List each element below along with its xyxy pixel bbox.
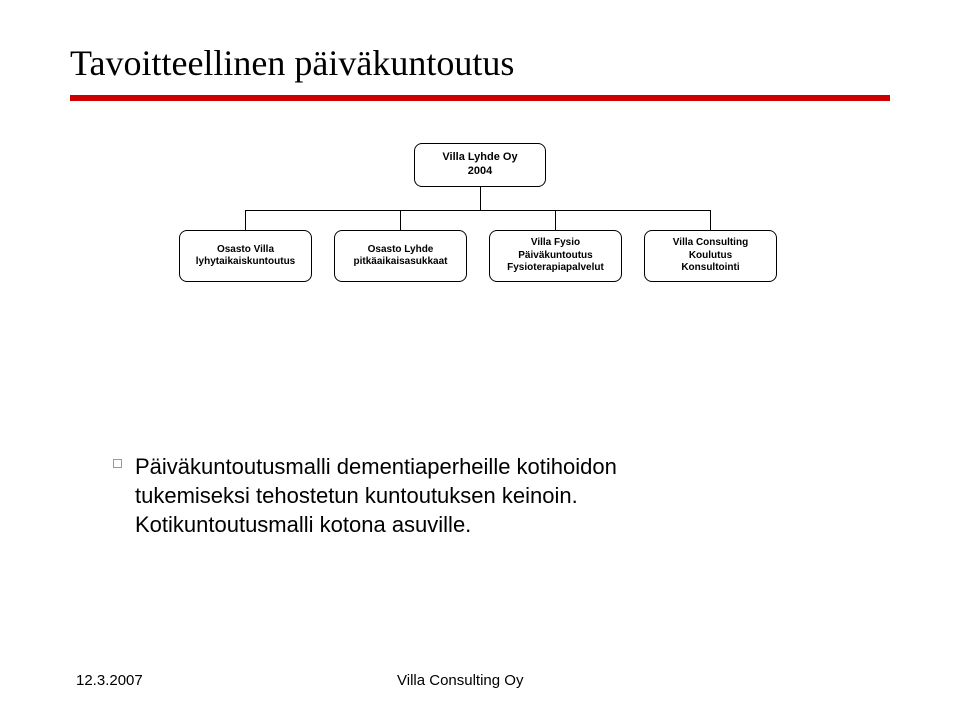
org-connector-line [710,210,711,230]
org-child-box: Villa Fysio PäiväkuntoutusFysioterapiapal… [489,230,622,282]
org-connector-line [245,210,246,230]
org-connector-line [245,210,711,211]
body-bullet [113,459,122,468]
org-child-line: Osasto Villa [217,244,274,255]
org-root-line1: Villa Lyhde Oy [442,151,517,163]
page-title: Tavoitteellinen päiväkuntoutus [70,42,514,84]
org-child-line: Osasto Lyhde [368,244,434,255]
org-child-line: lyhytaikaiskuntoutus [196,256,295,267]
body-text: Päiväkuntoutusmalli dementiaperheille ko… [135,452,617,539]
org-connector-line [400,210,401,230]
footer-company: Villa Consulting Oy [397,672,523,689]
org-child-line: Konsultointi [681,262,739,273]
slide: Tavoitteellinen päiväkuntoutus Villa Lyh… [0,0,960,717]
org-root-box: Villa Lyhde Oy 2004 [414,143,546,187]
title-underline [70,95,890,101]
org-connector-line [480,187,481,210]
body-line: Päiväkuntoutusmalli dementiaperheille ko… [135,452,617,481]
org-connector-line [555,210,556,230]
org-child-box: Osasto Villalyhytaikaiskuntoutus [179,230,312,282]
org-child-box: Osasto Lyhdepitkäaikaisasukkaat [334,230,467,282]
org-child-line: Koulutus [689,250,732,261]
org-root-line2: 2004 [468,165,492,177]
org-child-line: Villa Fysio [531,237,580,248]
body-line: Kotikuntoutusmalli kotona asuville. [135,510,617,539]
body-line: tukemiseksi tehostetun kuntoutuksen kein… [135,481,617,510]
org-child-line: Päiväkuntoutus [518,250,592,261]
footer-date: 12.3.2007 [76,672,143,689]
org-child-box: Villa Consulting KoulutusKonsultointi [644,230,777,282]
org-child-line: Villa Consulting [673,237,748,248]
org-child-line: Fysioterapiapalvelut [507,262,604,273]
org-child-line: pitkäaikaisasukkaat [354,256,448,267]
